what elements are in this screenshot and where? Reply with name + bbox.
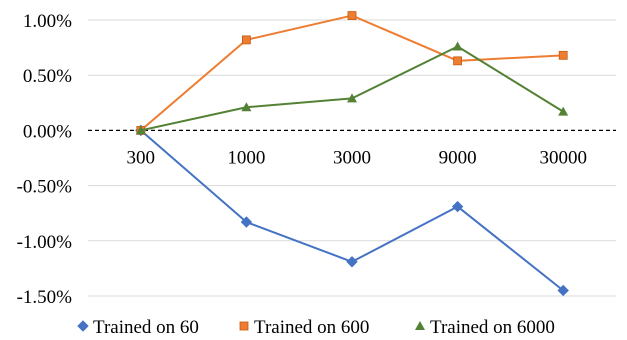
data-point xyxy=(557,284,569,297)
y-axis-tick-labels: 1.00% 0.50% 0.00% -0.50% -1.00% -1.50% xyxy=(17,11,73,308)
x-tick-label: 30000 xyxy=(539,147,587,168)
y-tick-label: 0.00% xyxy=(23,121,72,142)
data-point xyxy=(240,216,253,228)
data-point xyxy=(347,93,357,103)
data-point xyxy=(347,11,357,20)
legend-marker xyxy=(239,321,249,331)
legend-marker xyxy=(415,321,425,330)
gridlines xyxy=(88,19,616,297)
legend-label: Trained on 6000 xyxy=(430,317,555,338)
y-tick-label: 0.50% xyxy=(23,66,72,87)
x-tick-label: 9000 xyxy=(439,147,477,168)
y-tick-label: -0.50% xyxy=(17,177,73,198)
legend-item-3: Trained on 6000 xyxy=(415,317,555,338)
x-tick-label: 3000 xyxy=(333,147,371,168)
series-lines xyxy=(135,11,569,297)
legend: Trained on 60 Trained on 600 Trained on 60… xyxy=(77,317,555,338)
x-tick-label: 1000 xyxy=(227,147,265,168)
legend-label: Trained on 600 xyxy=(254,317,369,338)
x-axis-tick-labels: 300 1000 3000 9000 30000 xyxy=(127,147,587,168)
legend-item-2: Trained on 600 xyxy=(239,317,369,338)
series-2 xyxy=(136,11,568,135)
legend-item-1: Trained on 60 xyxy=(77,317,199,338)
data-point xyxy=(241,102,252,112)
data-point xyxy=(558,50,568,60)
data-point xyxy=(135,125,146,135)
data-point xyxy=(558,106,569,116)
y-tick-label: -1.00% xyxy=(17,232,73,253)
data-point xyxy=(451,200,464,213)
data-point xyxy=(346,256,358,268)
y-tick-label: -1.50% xyxy=(17,287,73,308)
data-point xyxy=(453,56,463,66)
y-tick-label: 1.00% xyxy=(23,11,72,32)
legend-marker xyxy=(77,320,89,332)
data-point xyxy=(241,35,251,45)
legend-label: Trained on 60 xyxy=(93,317,199,338)
x-tick-label: 300 xyxy=(127,147,156,168)
series-1 xyxy=(135,124,569,297)
series-3 xyxy=(135,41,569,135)
data-point xyxy=(452,41,463,51)
